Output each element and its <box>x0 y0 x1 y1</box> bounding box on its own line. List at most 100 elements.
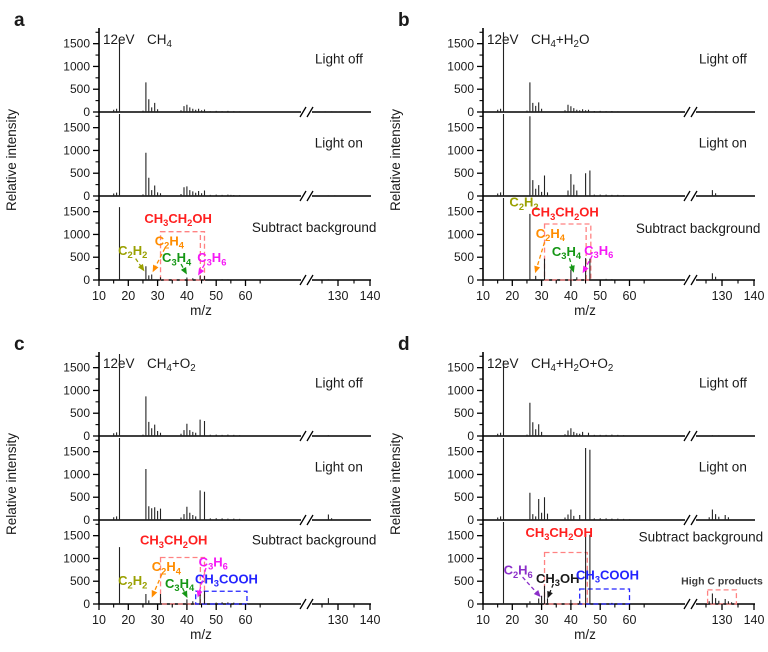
peaks <box>113 114 336 196</box>
panel-title-energy: 12eV <box>103 32 135 47</box>
annotation-c3h4: C3H4 <box>552 244 582 261</box>
annotation-arrow <box>154 247 166 269</box>
y-tick-label: 1000 <box>447 467 474 481</box>
axis-break-slash <box>306 190 314 202</box>
x-tick-label: 10 <box>476 613 490 627</box>
annotation-c2h4: C2H4 <box>152 559 182 576</box>
y-tick-label: 500 <box>454 82 474 96</box>
panel-c: c Relative intensity 12eV CH4+O2 0 500 1000 150… <box>0 324 384 647</box>
y-axis-title: Relative intensity <box>388 109 403 211</box>
y-axis-title: Relative intensity <box>4 433 19 535</box>
annotation-c3h6: C3H6 <box>197 250 226 267</box>
y-tick-label: 1500 <box>447 529 474 543</box>
annotation-arrowhead <box>196 590 203 598</box>
y-tick-label: 1000 <box>63 551 90 565</box>
panel-letter: d <box>398 334 410 355</box>
peaks <box>497 114 717 196</box>
peaks <box>497 32 717 112</box>
annotation-ch3cooh: CH3COOH <box>576 567 639 584</box>
y-tick-label: 0 <box>467 513 474 527</box>
y-tick-label: 1000 <box>447 143 474 157</box>
x-tick-label: 60 <box>623 613 637 627</box>
spectrum-label: Light off <box>315 376 363 391</box>
y-tick-label: 1500 <box>447 37 474 51</box>
y-tick-label: 500 <box>70 82 90 96</box>
annotation-ch3cooh: CH3COOH <box>195 571 258 588</box>
y-tick-label: 1500 <box>63 361 90 375</box>
axis-break-slash <box>683 430 691 442</box>
y-tick-label: 500 <box>70 406 90 420</box>
x-tick-label: 50 <box>593 289 607 303</box>
annotation-c2h4: C2H4 <box>155 233 185 250</box>
y-tick-label: 500 <box>454 574 474 588</box>
spectrum-light-on: 0 500 1000 1500 Light on <box>447 436 755 527</box>
axis-break-slash <box>299 598 307 610</box>
y-tick-label: 0 <box>83 429 90 443</box>
annotation-arrow <box>181 587 186 594</box>
y-tick-label: 500 <box>70 250 90 264</box>
x-tick-label: 40 <box>180 613 194 627</box>
annotation-arrow <box>200 264 206 272</box>
spectrum-subtract-background: 0 500 1000 1500 Subtract background CH3CH2OH C… <box>63 520 380 642</box>
x-tick-label: 50 <box>209 613 223 627</box>
axis-break-slash <box>306 430 314 442</box>
spectrum-light-off: 0 500 1000 1500 Light off <box>63 352 371 443</box>
spectrum-light-off: 0 500 1000 1500 Light off <box>63 28 371 119</box>
peaks <box>502 522 733 604</box>
x-tick-label: 10 <box>92 289 106 303</box>
x-tick-label: 40 <box>180 289 194 303</box>
x-tick-label: 130 <box>328 289 349 303</box>
annotation-arrow <box>535 242 546 269</box>
y-tick-label: 0 <box>467 105 474 119</box>
y-tick-label: 1500 <box>447 121 474 135</box>
panel-b: b Relative intensity 12eV CH4+H2O 0 500 1000 15… <box>384 0 768 324</box>
spectrum-light-off: 0 500 1000 1500 Light off <box>447 352 755 443</box>
spectrum-subtract-background: 0 500 1000 1500 Subtract background C2H2CH3CH… <box>447 195 764 318</box>
axis-break-slash <box>690 106 698 118</box>
panel-d: d Relative intensity 12eV CH4+H2O+O2 0 500 100… <box>384 324 768 647</box>
peaks <box>113 354 329 436</box>
peaks <box>497 438 729 520</box>
y-tick-label: 0 <box>83 597 90 611</box>
x-tick-label: 30 <box>535 613 549 627</box>
x-tick-label: 140 <box>360 289 381 303</box>
x-tick-label: 130 <box>328 613 349 627</box>
x-tick-label: 60 <box>239 613 253 627</box>
y-tick-label: 1000 <box>63 59 90 73</box>
y-tick-label: 0 <box>83 513 90 527</box>
annotation-c3h4: C3H4 <box>165 576 195 593</box>
axis-break-slash <box>690 598 698 610</box>
panel-title-energy: 12eV <box>103 356 135 371</box>
axis-break-slash <box>299 274 307 286</box>
spectrum-label: Subtract background <box>252 220 377 235</box>
x-tick-label: 20 <box>121 289 135 303</box>
x-tick-label: 50 <box>209 289 223 303</box>
x-axis-title: m/z <box>190 303 212 318</box>
spectrum-label: Light on <box>699 136 747 151</box>
y-tick-label: 0 <box>467 429 474 443</box>
annotation-ch3ch2oh: CH3CH2OH <box>140 533 207 550</box>
x-tick-label: 30 <box>535 289 549 303</box>
annotation-arrowhead <box>152 264 159 273</box>
y-axis-title: Relative intensity <box>4 109 19 211</box>
axis-break-slash <box>690 514 698 526</box>
y-tick-label: 0 <box>467 597 474 611</box>
y-tick-label: 0 <box>467 273 474 287</box>
x-tick-label: 30 <box>151 289 165 303</box>
axis-break-slash <box>306 598 314 610</box>
axis-break-slash <box>683 598 691 610</box>
annotation-c2h2: C2H2 <box>118 573 147 590</box>
axis-break-slash <box>683 190 691 202</box>
x-tick-label: 50 <box>593 613 607 627</box>
annotation-arrowhead <box>533 589 541 598</box>
y-tick-label: 1000 <box>447 227 474 241</box>
annotation-c3h4: C3H4 <box>162 250 192 267</box>
annotation-ch3oh: CH3OH <box>536 571 579 588</box>
x-tick-label: 140 <box>360 613 381 627</box>
annotation-c2h2: C2H2 <box>509 195 538 212</box>
y-tick-label: 1000 <box>63 143 90 157</box>
annotation-box <box>543 223 592 281</box>
y-tick-label: 1500 <box>447 205 474 219</box>
y-tick-label: 1000 <box>447 551 474 565</box>
